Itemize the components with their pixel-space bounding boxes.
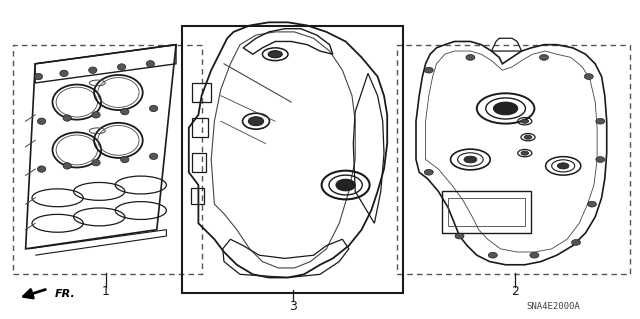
Ellipse shape	[248, 117, 264, 126]
Ellipse shape	[424, 169, 433, 175]
Text: FR.: FR.	[54, 289, 75, 299]
Ellipse shape	[455, 233, 464, 239]
Bar	[13, 45, 202, 274]
Ellipse shape	[540, 55, 548, 60]
Ellipse shape	[466, 55, 475, 60]
Ellipse shape	[530, 252, 539, 258]
Ellipse shape	[146, 61, 154, 67]
Ellipse shape	[37, 118, 46, 124]
Ellipse shape	[572, 240, 580, 245]
Text: 2: 2	[511, 286, 519, 298]
Ellipse shape	[584, 74, 593, 79]
Ellipse shape	[150, 105, 157, 112]
Ellipse shape	[424, 67, 433, 73]
Ellipse shape	[88, 67, 97, 73]
Ellipse shape	[596, 157, 605, 162]
Bar	[397, 45, 630, 274]
Ellipse shape	[37, 166, 46, 172]
Ellipse shape	[63, 163, 72, 169]
Ellipse shape	[557, 163, 569, 169]
Text: 1: 1	[102, 286, 109, 298]
Text: SNA4E2000A: SNA4E2000A	[527, 302, 580, 311]
Ellipse shape	[268, 51, 282, 58]
Ellipse shape	[150, 153, 157, 160]
Text: 3: 3	[289, 300, 297, 313]
Ellipse shape	[521, 151, 529, 155]
Ellipse shape	[34, 73, 42, 80]
Ellipse shape	[521, 119, 529, 123]
Ellipse shape	[336, 179, 355, 191]
Ellipse shape	[588, 201, 596, 207]
Ellipse shape	[92, 112, 100, 118]
Ellipse shape	[121, 156, 129, 163]
Ellipse shape	[488, 252, 497, 258]
Ellipse shape	[60, 70, 68, 77]
Bar	[182, 26, 403, 293]
Ellipse shape	[493, 102, 518, 115]
Ellipse shape	[92, 160, 100, 166]
Ellipse shape	[63, 115, 72, 121]
Ellipse shape	[596, 118, 605, 124]
Ellipse shape	[524, 135, 532, 139]
Ellipse shape	[118, 64, 125, 70]
Ellipse shape	[464, 156, 477, 163]
Ellipse shape	[121, 108, 129, 115]
